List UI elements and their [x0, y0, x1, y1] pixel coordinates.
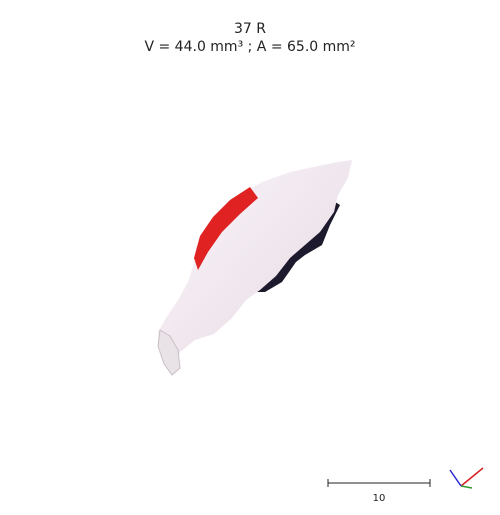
scale-bar: [327, 479, 431, 487]
scale-label: 10: [372, 493, 386, 504]
rough-tip: [157, 329, 181, 376]
measurement-text: V = 44.0 mm³ ; A = 65.0 mm²: [144, 39, 356, 55]
tooth-body: [158, 160, 352, 374]
highlight-region: [194, 187, 258, 270]
tooth-label: 37 R: [234, 21, 266, 37]
title-block: 37 R V = 44.0 mm³ ; A = 65.0 mm²: [0, 20, 500, 56]
xyz-axes-icon: [449, 467, 484, 489]
